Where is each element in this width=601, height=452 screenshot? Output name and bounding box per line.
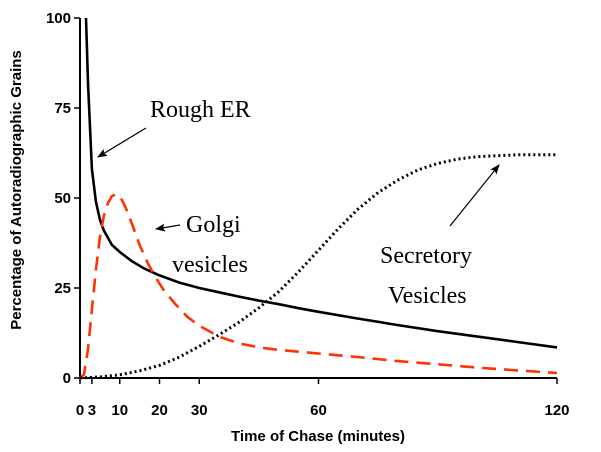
y-axis-title: Percentage of Autoradiographic Grains	[8, 50, 25, 330]
annotation-rough-er-label: Rough ER	[150, 97, 251, 123]
annotation-secretory-line-1: Secretory	[380, 243, 472, 269]
annotation-rough-er: Rough ER	[97, 97, 251, 158]
x-tick-label-10: 10	[111, 402, 128, 419]
x-tick-label-120: 120	[544, 402, 569, 419]
x-tick-label-3: 3	[88, 402, 96, 419]
x-tick-label-30: 30	[191, 402, 208, 419]
y-tick-label-50: 50	[54, 190, 71, 207]
x-axis-title: Time of Chase (minutes)	[231, 428, 405, 445]
annotation-secretory-arrow	[449, 164, 500, 227]
annotation-golgi-arrow	[155, 223, 181, 232]
annotation-secretory-vesicles: Secretory Vesicles	[380, 164, 500, 309]
x-tick-label-20: 20	[151, 402, 168, 419]
series-line-golgi-vesicles	[79, 193, 558, 379]
y-tick-label-0: 0	[63, 370, 71, 387]
annotation-secretory-line-2: Vesicles	[388, 283, 467, 309]
series-layer	[79, 17, 558, 380]
y-tick-label-75: 75	[54, 100, 71, 117]
series-line-rough-er	[84, 17, 558, 349]
x-tick-label-60: 60	[310, 402, 327, 419]
annotation-rough-er-arrow	[97, 127, 147, 158]
series-line-secretory-vesicles	[79, 153, 557, 380]
x-tick-label-0: 0	[76, 402, 84, 419]
y-tick-label-25: 25	[54, 280, 71, 297]
annotation-golgi-line-1: Golgi	[186, 212, 241, 238]
annotation-golgi-vesicles: Golgi vesicles	[155, 212, 248, 278]
x-ticks: 0 3 10 20 30 60 120	[76, 378, 570, 419]
y-ticks: 0 25 50 75 100	[46, 10, 80, 387]
y-tick-label-100: 100	[46, 10, 71, 27]
annotation-golgi-line-2: vesicles	[172, 252, 248, 278]
plot-area: 0 25 50 75 100 0 3 10 20 30 60 120	[46, 10, 570, 419]
